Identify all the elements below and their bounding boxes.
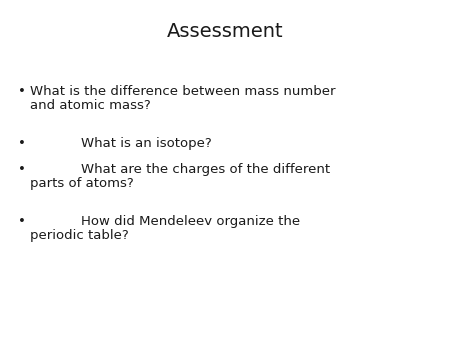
Text: What is the difference between mass number: What is the difference between mass numb… (30, 85, 336, 98)
Text: periodic table?: periodic table? (30, 229, 129, 242)
Text: •: • (18, 137, 26, 150)
Text: What is an isotope?: What is an isotope? (30, 137, 212, 150)
Text: •: • (18, 163, 26, 176)
Text: parts of atoms?: parts of atoms? (30, 177, 134, 190)
Text: Assessment: Assessment (166, 22, 284, 41)
Text: •: • (18, 85, 26, 98)
Text: How did Mendeleev organize the: How did Mendeleev organize the (30, 215, 300, 228)
Text: What are the charges of the different: What are the charges of the different (30, 163, 330, 176)
Text: •: • (18, 215, 26, 228)
Text: and atomic mass?: and atomic mass? (30, 99, 151, 112)
